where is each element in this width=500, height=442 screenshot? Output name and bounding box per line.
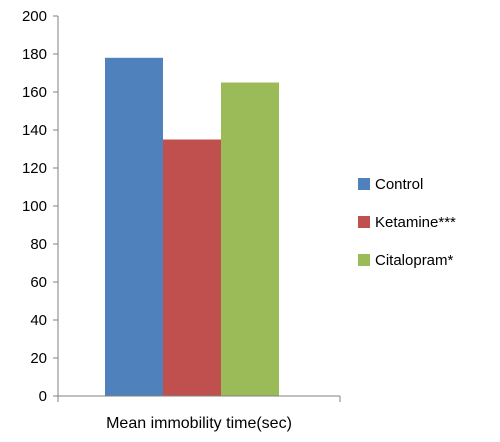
bar-ketamine [163,139,221,396]
y-tick-label: 0 [39,388,47,405]
bars-group [105,57,279,397]
x-axis: Mean immobility time(sec) [57,395,341,432]
legend: Control Ketamine*** Citalopram* [358,176,456,269]
y-axis: 0 20 40 60 80 100 120 140 160 180 200 [22,8,59,405]
legend-label: Ketamine*** [375,214,456,231]
legend-swatch [358,254,370,266]
x-category-label: Mean immobility time(sec) [106,415,292,432]
y-tick-label: 140 [22,122,47,139]
y-tick-label: 180 [22,46,47,63]
y-tick-label: 160 [22,84,47,101]
bar-citalopram [221,82,279,396]
y-tick-label: 120 [22,160,47,177]
y-tick-label: 80 [30,236,47,253]
y-tick-label: 60 [30,274,47,291]
y-tick-label: 20 [30,350,47,367]
legend-label: Citalopram* [375,252,454,269]
legend-swatch [358,216,370,228]
y-tick-label: 100 [22,198,47,215]
legend-label: Control [375,176,423,193]
y-tick-label: 200 [22,8,47,25]
y-tick-label: 40 [30,312,47,329]
legend-swatch [358,178,370,190]
bar-control [105,57,163,397]
